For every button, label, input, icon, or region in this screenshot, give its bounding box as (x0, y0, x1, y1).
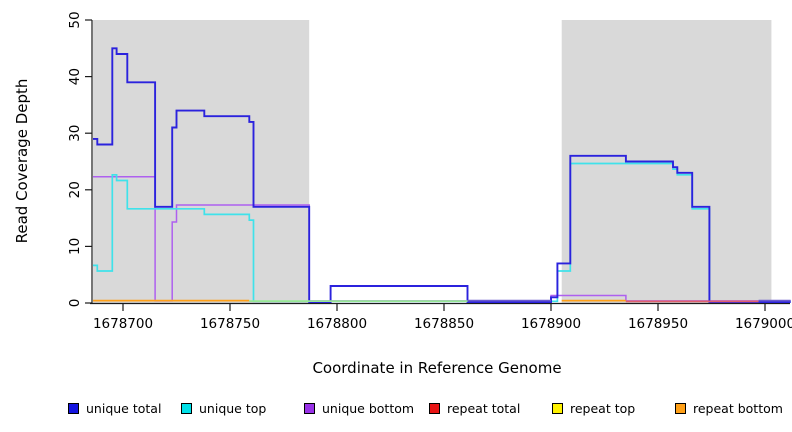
y-tick-label: 0 (67, 299, 83, 308)
y-tick-label: 50 (67, 11, 83, 28)
y-axis-title: Read Coverage Depth (13, 78, 31, 244)
x-tick-label: 1678700 (93, 316, 153, 332)
x-tick-label: 1679000 (735, 316, 792, 332)
x-tick-label: 1678800 (307, 316, 367, 332)
series-line-unique-top (93, 162, 791, 303)
x-tick-label: 1678950 (628, 316, 688, 332)
x-tick-label: 1678750 (200, 316, 260, 332)
y-tick-label: 40 (67, 68, 83, 85)
series-line-unique-total (93, 47, 791, 304)
shaded-repeat-region (93, 20, 310, 303)
y-tick-label: 30 (67, 125, 83, 142)
y-tick-label: 10 (67, 238, 83, 255)
x-axis-title: Coordinate in Reference Genome (312, 359, 562, 377)
y-tick-label: 20 (67, 181, 83, 198)
x-tick-label: 1678850 (414, 316, 474, 332)
x-tick-label: 1678900 (521, 316, 581, 332)
